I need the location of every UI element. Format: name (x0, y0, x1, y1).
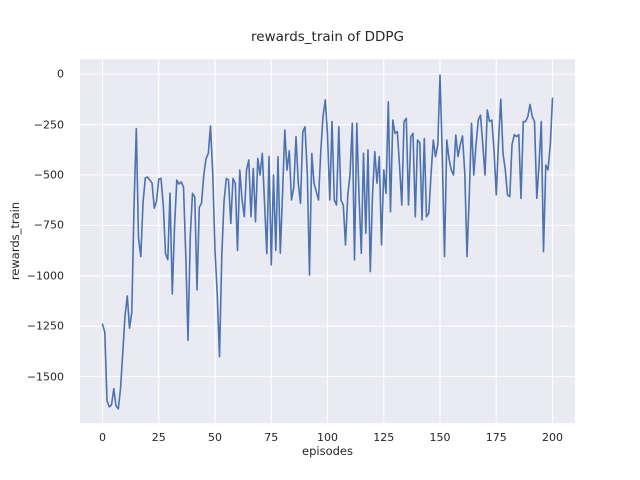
series-line (101, 74, 554, 410)
y-tick-label: 0 (57, 67, 64, 81)
y-tick-label: −500 (33, 168, 64, 182)
x-tick-label: 125 (373, 431, 395, 444)
x-tick-label: 75 (264, 431, 279, 444)
x-axis-label: episodes (302, 444, 353, 458)
x-tick-label: 200 (542, 431, 563, 444)
y-tick-label: −1000 (26, 269, 64, 283)
y-tick-label: −750 (33, 218, 64, 232)
x-tick-label: 25 (151, 431, 166, 444)
x-tick-label: 100 (317, 431, 338, 444)
y-axis-label: rewards_train (8, 201, 22, 281)
y-tick-label: −1500 (26, 370, 64, 384)
y-tick-label: −1250 (26, 319, 64, 333)
chart-title: rewards_train of DDPG (251, 29, 404, 45)
x-tick-label: 0 (99, 431, 106, 444)
x-tick-label: 150 (429, 431, 451, 444)
x-tick-label: 175 (485, 431, 507, 444)
y-tick-label: −250 (33, 118, 64, 132)
x-tick-label: 50 (208, 431, 222, 444)
